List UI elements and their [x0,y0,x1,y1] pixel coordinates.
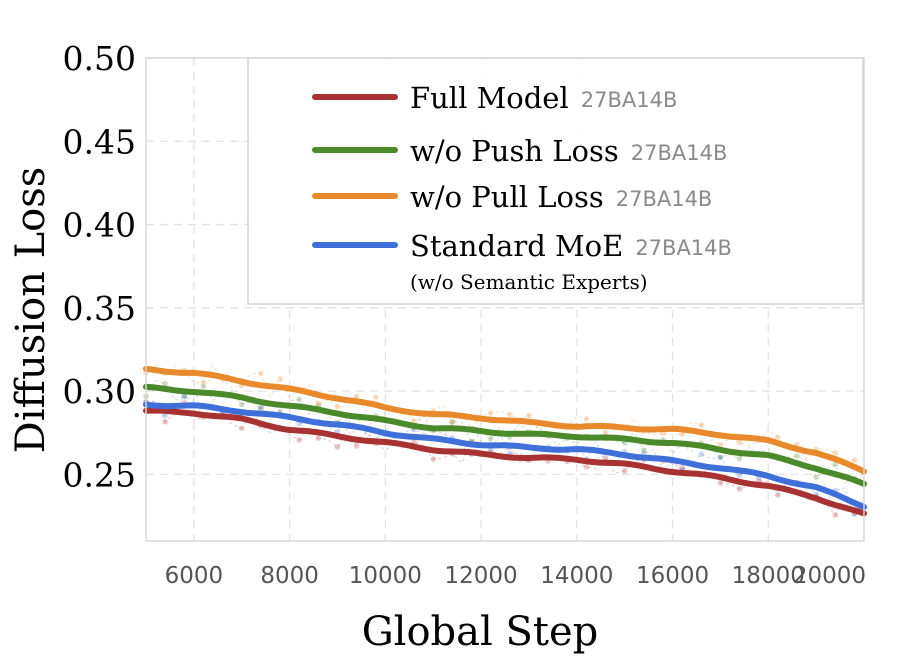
raw-point [162,412,168,419]
x-tick-label: 18000 [732,563,805,589]
raw-point [813,474,819,481]
raw-point [200,383,207,389]
legend-item: Standard MoE 27BA14B (w/o Semantic Experts… [312,229,732,294]
raw-point [736,472,743,478]
raw-point [583,416,590,422]
series-line-1 [143,383,867,487]
legend-sublabel: (w/o Semantic Experts) [410,270,648,294]
raw-point [717,480,724,486]
y-tick-label: 0.25 [63,455,136,494]
raw-point [851,457,858,464]
y-tick-label: 0.30 [63,372,136,411]
x-tick-label: 8000 [260,563,319,589]
raw-point [353,393,360,400]
raw-point [717,454,724,461]
raw-point [238,401,245,408]
legend-tag: 27BA14B [631,141,728,165]
legend-label: Full Model [410,81,569,115]
y-tick-label: 0.45 [63,122,136,161]
raw-point [334,403,341,410]
series-line-3 [143,401,867,510]
raw-point [162,380,168,387]
raw-trace-0 [145,401,865,517]
raw-point [296,437,302,443]
raw-point [621,468,628,474]
y-tick-label: 0.35 [63,289,136,328]
x-tick-label: 20000 [793,563,866,589]
series-line-2 [143,365,867,475]
raw-point [506,411,513,418]
legend-label: w/o Push Loss [410,134,619,168]
legend-tag: 27BA14B [635,236,732,260]
raw-point [832,512,839,518]
raw-point [334,444,341,450]
raw-point [832,461,839,468]
legend-label: w/o Pull Loss [410,180,604,214]
y-tick-label: 0.50 [63,39,136,78]
raw-point [449,419,456,425]
raw-point [181,393,188,400]
x-tick-label: 6000 [165,563,224,589]
series-lines [143,365,867,517]
raw-point [411,439,417,445]
x-tick-label: 16000 [636,563,709,589]
raw-point [775,492,781,498]
raw-point [200,379,207,385]
legend-tag: 27BA14B [616,187,713,211]
raw-point [602,455,609,461]
raw-point [794,453,800,459]
x-tick-label: 14000 [540,563,613,589]
raw-point [372,394,379,400]
x-tick-label: 12000 [444,563,517,589]
legend-tag: 27BA14B [581,88,678,112]
raw-point [258,370,264,377]
raw-point [736,455,743,462]
raw-point [698,451,705,458]
raw-point [411,418,417,424]
legend-item: Full Model 27BA14B [312,81,678,115]
raw-point [602,430,609,436]
y-axis-label: Diffusion Loss [8,167,54,454]
raw-point [315,401,322,407]
x-axis-label: Global Step [362,609,599,655]
raw-point [679,431,685,438]
raw-point [487,436,494,442]
raw-point [238,425,245,432]
raw-point [258,405,264,412]
raw-point [679,464,685,471]
raw-point [258,404,264,411]
y-axis-ticks: 0.25 0.30 0.35 0.40 0.45 0.50 [63,39,136,494]
x-tick-label: 10000 [349,563,422,589]
raw-point [162,418,168,425]
legend-item: w/o Push Loss 27BA14B [312,134,728,168]
raw-point [430,456,437,462]
raw-point [315,435,322,441]
raw-point [487,410,494,416]
legend-item: w/o Pull Loss 27BA14B [312,180,713,214]
raw-point [641,447,647,454]
raw-point [277,375,283,382]
series-line-0 [143,407,867,517]
raw-point [526,412,532,419]
raw-point [775,434,781,441]
raw-point [353,443,360,449]
legend-label: Standard MoE [410,229,623,263]
raw-point [698,422,705,428]
raw-point [717,454,724,461]
raw-point [583,464,590,470]
y-tick-label: 0.40 [63,206,136,245]
raw-point [296,396,302,403]
raw-point [832,450,839,456]
raw-point [736,486,743,492]
raw-point [181,393,188,400]
raw-point [449,418,456,425]
raw-point [736,439,743,446]
raw-point [717,442,724,448]
